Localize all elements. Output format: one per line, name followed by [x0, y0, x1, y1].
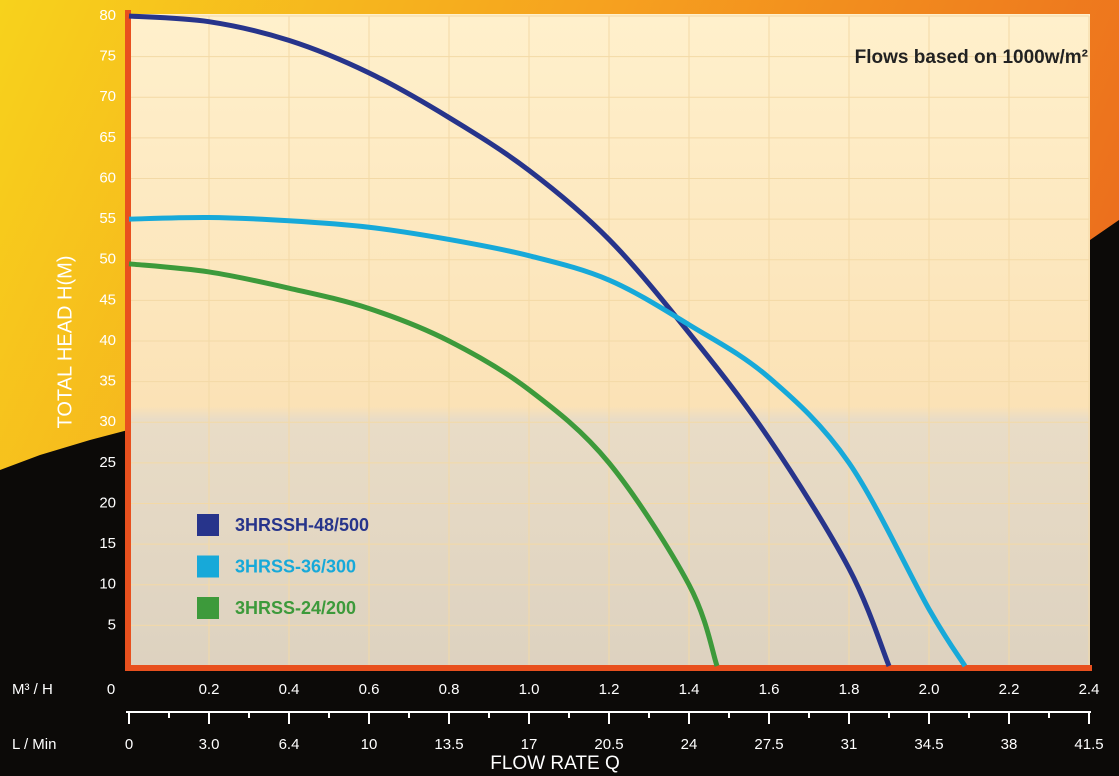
y-tick-label: 15: [99, 535, 116, 552]
y-tick-label: 25: [99, 454, 116, 471]
y-tick-label: 70: [99, 88, 116, 105]
x-tick-label: 0.6: [359, 681, 380, 698]
x2-tick-label: 27.5: [754, 736, 783, 753]
x-tick-label: 1.2: [599, 681, 620, 698]
y-tick-label: 35: [99, 373, 116, 390]
y-tick-label: 75: [99, 48, 116, 65]
x2-tick-label: 31: [841, 736, 858, 753]
y-tick-label: 5: [108, 616, 116, 633]
y-tick-label: 50: [99, 251, 116, 268]
x-unit-label: M³ / H: [12, 681, 53, 698]
y-tick-label: 65: [99, 129, 116, 146]
legend-label: 3HRSS-24/200: [235, 598, 356, 618]
x2-tick-label: 38: [1001, 736, 1018, 753]
x-tick-label: 0.4: [279, 681, 300, 698]
x2-tick-label: 10: [361, 736, 378, 753]
x-tick-label: 0: [107, 681, 115, 698]
x-tick-label: 1.6: [759, 681, 780, 698]
x2-unit-label: L / Min: [12, 736, 56, 753]
y-axis-label: TOTAL HEAD H(M): [54, 256, 76, 429]
y-tick-label: 40: [99, 332, 116, 349]
x-tick-label: 2.4: [1079, 681, 1100, 698]
silhouette: [0, 220, 1119, 776]
y-tick-label: 45: [99, 291, 116, 308]
x2-tick-label: 41.5: [1074, 736, 1103, 753]
y-tick-label: 55: [99, 210, 116, 227]
x2-tick-label: 0: [125, 736, 133, 753]
x-tick-label: 2.2: [999, 681, 1020, 698]
x-tick-label: 2.0: [919, 681, 940, 698]
x-tick-label: 0.2: [199, 681, 220, 698]
y-tick-label: 10: [99, 576, 116, 593]
x-tick-label: 1.8: [839, 681, 860, 698]
x2-tick-label: 24: [681, 736, 698, 753]
y-tick-label: 80: [99, 7, 116, 24]
y-tick-label: 20: [99, 494, 116, 511]
x2-tick-label: 17: [521, 736, 538, 753]
y-tick-label: 60: [99, 169, 116, 186]
x2-tick-label: 3.0: [199, 736, 220, 753]
legend-swatch: [197, 514, 219, 536]
y-tick-label: 30: [99, 413, 116, 430]
legend-label: 3HRSS-36/300: [235, 556, 356, 576]
x-axis-label: FLOW RATE Q: [490, 753, 619, 774]
x2-tick-label: 34.5: [914, 736, 943, 753]
x-tick-label: 1.0: [519, 681, 540, 698]
x2-tick-label: 6.4: [279, 736, 300, 753]
legend-swatch: [197, 555, 219, 578]
series-line: [128, 13, 892, 667]
x-tick-label: 1.4: [679, 681, 700, 698]
series-line: [128, 214, 968, 668]
x-tick-label: 0.8: [439, 681, 460, 698]
x2-tick-label: 13.5: [434, 736, 463, 753]
x2-tick-label: 20.5: [594, 736, 623, 753]
annotation: Flows based on 1000w/m²: [855, 47, 1088, 68]
legend-label: 3HRSSH-48/500: [235, 515, 369, 535]
series-line: [128, 261, 720, 667]
legend-swatch: [197, 597, 219, 619]
